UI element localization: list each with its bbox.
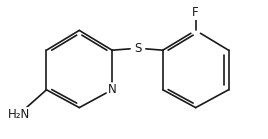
Text: H₂N: H₂N: [8, 108, 30, 121]
Text: S: S: [134, 42, 142, 55]
Text: N: N: [108, 83, 117, 96]
Text: F: F: [192, 6, 199, 19]
